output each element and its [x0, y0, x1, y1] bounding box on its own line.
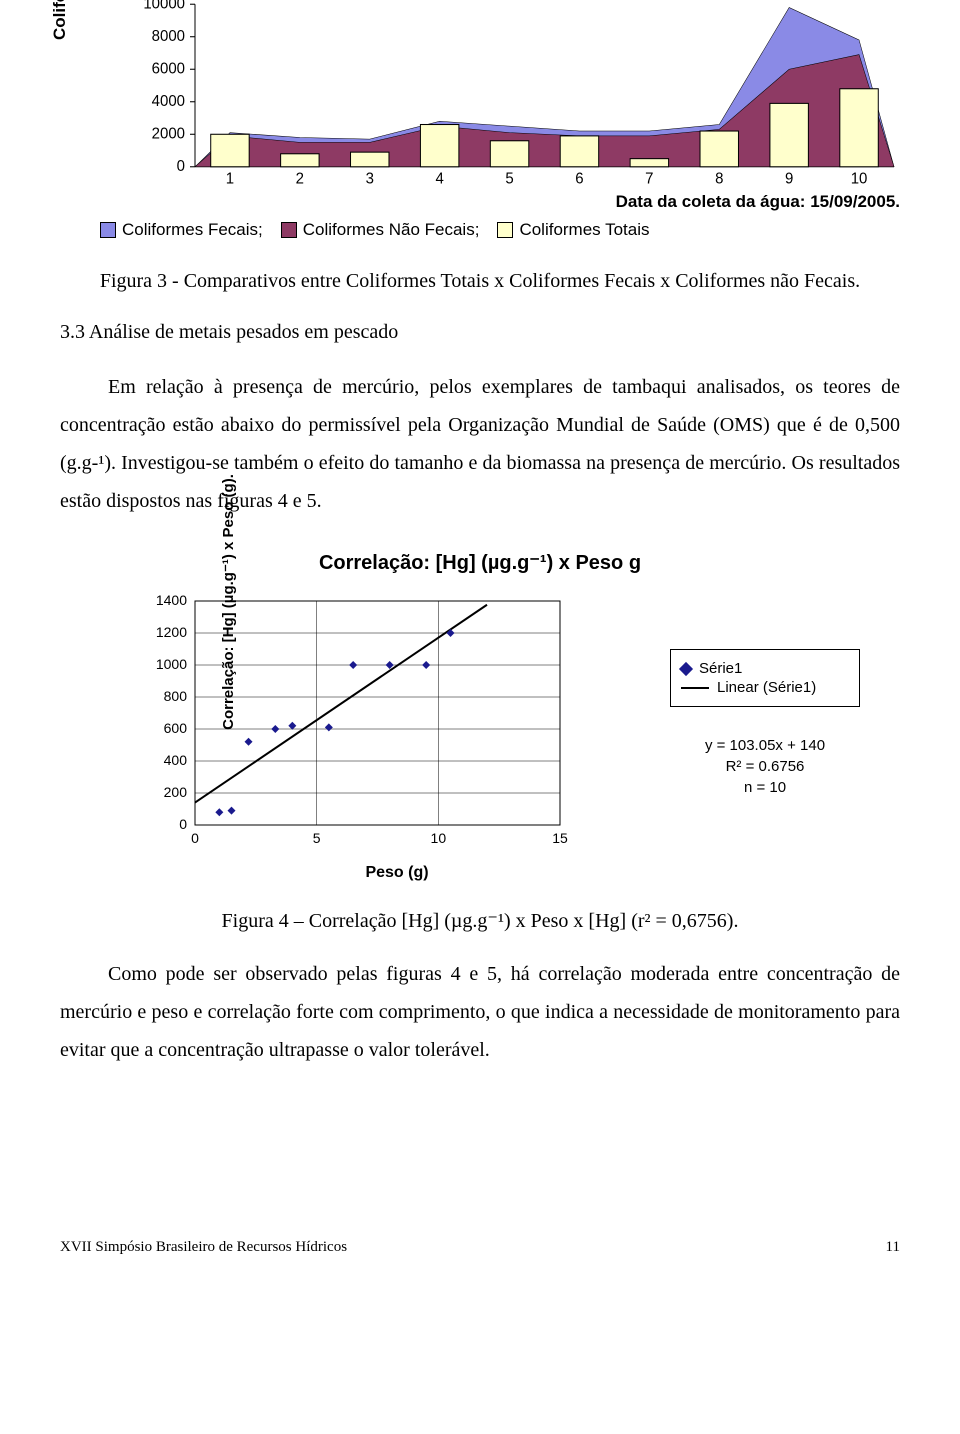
svg-text:1: 1 — [226, 170, 234, 187]
scatter-legend: Série1 Linear (Série1) — [670, 649, 860, 707]
chart1-xlabel: Data da coleta da água: 15/09/2005. — [140, 192, 900, 212]
svg-text:15: 15 — [552, 830, 568, 846]
scatter-r2: R² = 0.6756 — [670, 756, 860, 777]
scatter-title: Correlação: [Hg] (µg.g⁻¹) x Peso g — [100, 550, 860, 575]
legend-item: Coliformes Fecais; — [100, 220, 263, 240]
svg-text:10: 10 — [431, 830, 447, 846]
figure3-caption: Figura 3 - Comparativos entre Coliformes… — [60, 270, 900, 293]
legend-label: Coliformes Não Fecais; — [303, 220, 480, 240]
paragraph-2: Como pode ser observado pelas figuras 4 … — [60, 955, 900, 1069]
svg-text:200: 200 — [164, 784, 188, 800]
coliformes-chart: Coliformes Totais 0 2000 4000 6000 8000 10000… — [60, 0, 900, 240]
svg-text:1400: 1400 — [156, 593, 187, 608]
svg-text:8: 8 — [715, 170, 723, 187]
legend-label: Coliformes Fecais; — [122, 220, 263, 240]
svg-text:1000: 1000 — [156, 656, 187, 672]
svg-text:2: 2 — [296, 170, 304, 187]
paragraph-1: Em relação à presença de mercúrio, pelos… — [60, 368, 900, 520]
scatter-ylabel: Correlação: [Hg] (µg.g⁻¹) x Peso (g). — [219, 474, 237, 730]
scatter-n: n = 10 — [670, 777, 860, 798]
footer-left: XVII Simpósio Brasileiro de Recursos Híd… — [60, 1239, 347, 1256]
svg-text:5: 5 — [313, 830, 321, 846]
svg-text:400: 400 — [164, 752, 188, 768]
legend-swatch-icon — [100, 222, 116, 238]
svg-text:6000: 6000 — [152, 60, 185, 77]
svg-text:600: 600 — [164, 720, 188, 736]
legend-swatch-icon — [497, 222, 513, 238]
chart1-svg: 0 2000 4000 6000 8000 10000 1 2 3 4 5 6 7 8 9 10 — [140, 0, 900, 190]
svg-text:800: 800 — [164, 688, 188, 704]
legend-swatch-icon — [281, 222, 297, 238]
svg-text:7: 7 — [645, 170, 653, 187]
chart1-ylabel: Coliformes Totais — [50, 0, 70, 40]
svg-text:4: 4 — [435, 170, 444, 187]
legend-item: Coliformes Não Fecais; — [281, 220, 480, 240]
scatter-equation: y = 103.05x + 140 — [670, 735, 860, 756]
figure4-caption: Figura 4 – Correlação [Hg] (µg.g⁻¹) x Pe… — [60, 908, 900, 933]
svg-text:6: 6 — [575, 170, 583, 187]
scatter-equation-block: y = 103.05x + 140 R² = 0.6756 n = 10 — [670, 735, 860, 798]
footer-page-number: 11 — [886, 1239, 900, 1256]
svg-text:2000: 2000 — [152, 125, 185, 142]
legend-item: Coliformes Totais — [497, 220, 649, 240]
svg-text:10: 10 — [851, 170, 868, 187]
diamond-marker-icon — [679, 661, 693, 675]
svg-text:0: 0 — [179, 816, 187, 832]
legend-series-label: Série1 — [699, 660, 742, 677]
line-sample-icon — [681, 687, 709, 689]
svg-text:5: 5 — [505, 170, 513, 187]
scatter-xlabel: Peso (g) — [140, 864, 654, 882]
legend-fit-label: Linear (Série1) — [717, 679, 816, 696]
svg-text:1200: 1200 — [156, 624, 187, 640]
svg-text:0: 0 — [191, 830, 199, 846]
svg-text:9: 9 — [785, 170, 793, 187]
correlation-figure: Correlação: [Hg] (µg.g⁻¹) x Peso g Corre… — [100, 550, 860, 882]
page-footer: XVII Simpósio Brasileiro de Recursos Híd… — [0, 1239, 960, 1256]
scatter-svg: 0 200 400 600 800 1000 1200 1400 0 5 10 15 — [140, 593, 570, 853]
legend-label: Coliformes Totais — [519, 220, 649, 240]
svg-text:10000: 10000 — [143, 0, 185, 13]
svg-text:3: 3 — [366, 170, 374, 187]
svg-text:4000: 4000 — [152, 93, 185, 110]
chart1-legend: Coliformes Fecais; Coliformes Não Fecais… — [100, 220, 650, 240]
svg-text:0: 0 — [177, 158, 185, 175]
svg-text:8000: 8000 — [152, 28, 185, 45]
section-heading: 3.3 Análise de metais pesados em pescado — [60, 321, 900, 344]
